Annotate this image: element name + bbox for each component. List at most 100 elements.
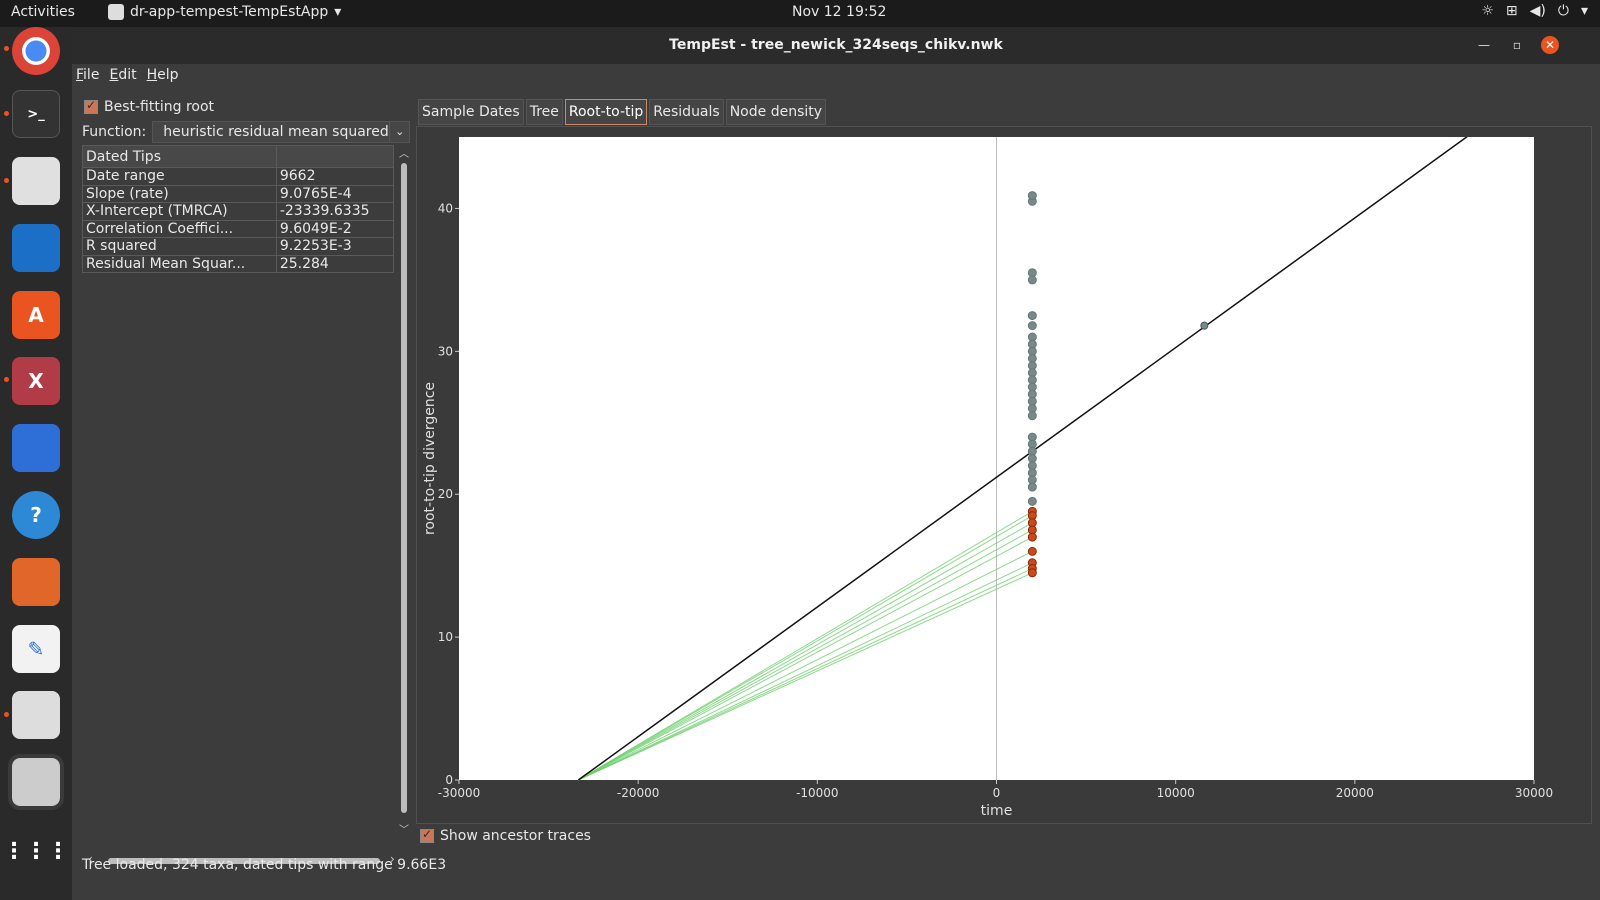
app-menu-label: dr-app-tempest-TempEstApp bbox=[130, 4, 329, 20]
app-menu[interactable]: dr-app-tempest-TempEstApp ▾ bbox=[108, 4, 341, 20]
y-axis-label: root-to-tip divergence bbox=[422, 382, 438, 535]
best-fitting-root-label: Best-fitting root bbox=[104, 99, 215, 115]
table-row[interactable]: Correlation Coeffici... 9.6049E-2 bbox=[82, 219, 395, 238]
screenshot-icon[interactable] bbox=[12, 424, 60, 472]
writer-icon[interactable] bbox=[12, 224, 60, 272]
scroll-left-icon[interactable]: ‹ bbox=[88, 852, 93, 866]
running-indicator bbox=[4, 712, 9, 717]
vertical-scrollbar[interactable]: ︿ ﹀ bbox=[398, 145, 410, 836]
function-select[interactable]: heuristic residual mean squared ⌄ bbox=[152, 121, 411, 143]
x-axis-label: time bbox=[981, 803, 1013, 819]
horizontal-scroll-thumb[interactable] bbox=[108, 858, 380, 864]
stat-value: -23339.6335 bbox=[275, 202, 395, 221]
software-center-icon[interactable]: A bbox=[12, 291, 60, 339]
ancestor-traces-label: Show ancestor traces bbox=[440, 828, 591, 844]
show-apps-icon[interactable]: ⋮⋮⋮ bbox=[3, 838, 69, 864]
chevron-down-icon: ⌄ bbox=[389, 122, 409, 142]
x-tick-label: 30000 bbox=[1515, 786, 1553, 800]
stat-value: 9.6049E-2 bbox=[275, 219, 395, 238]
table-row[interactable]: R squared 9.2253E-3 bbox=[82, 237, 395, 256]
stats-table: Dated Tips Date range 9662 Slope (rate) 9.… bbox=[82, 145, 395, 273]
ancestor-trace bbox=[578, 572, 1033, 781]
y-tick-label: 0 bbox=[445, 773, 453, 787]
close-button[interactable]: ✕ bbox=[1541, 36, 1559, 54]
x-tick-label: -20000 bbox=[617, 786, 660, 800]
status-bar: Tree loaded, 324 taxa, dated tips with r… bbox=[82, 857, 447, 873]
stat-value: 9.0765E-4 bbox=[275, 184, 395, 203]
vertical-scroll-thumb[interactable] bbox=[401, 163, 407, 813]
table-row[interactable]: Residual Mean Squar... 25.284 bbox=[82, 254, 395, 273]
data-point bbox=[1027, 411, 1037, 421]
stat-value: 9.2253E-3 bbox=[275, 237, 395, 256]
table-header[interactable]: Dated Tips bbox=[82, 145, 277, 168]
data-point bbox=[1027, 496, 1037, 506]
stat-key: Date range bbox=[82, 167, 277, 186]
menu-edit[interactable]: Edit bbox=[109, 67, 137, 83]
activities-button[interactable]: Activities bbox=[11, 4, 75, 20]
x-tick-label: -10000 bbox=[796, 786, 839, 800]
data-point-selected bbox=[1027, 532, 1037, 542]
menu-bar: File Edit Help bbox=[72, 64, 1600, 87]
root-to-tip-chart[interactable]: -30000 -20000 -10000 0 10000 20000 30000 0 10 20 3… bbox=[417, 127, 1591, 823]
best-fitting-root-row[interactable]: Best-fitting root bbox=[84, 98, 215, 115]
tab-root-to-tip[interactable]: Root-to-tip bbox=[564, 99, 648, 125]
table-header-row: Dated Tips bbox=[82, 145, 395, 168]
stat-value: 25.284 bbox=[275, 254, 395, 273]
top-bar: Activities dr-app-tempest-TempEstApp ▾ N… bbox=[0, 0, 1600, 27]
menu-help[interactable]: Help bbox=[146, 67, 179, 83]
title-bar[interactable]: TempEst - tree_newick_324seqs_chikv.nwk … bbox=[72, 27, 1600, 64]
menu-file[interactable]: File bbox=[76, 67, 100, 83]
ancestor-trace bbox=[578, 562, 1033, 781]
dock: >_ A X ? ✎ ⋮⋮⋮ bbox=[0, 27, 72, 900]
xmind-icon[interactable]: X bbox=[12, 357, 60, 405]
tab-sample-dates[interactable]: Sample Dates bbox=[418, 99, 524, 125]
ancestor-trace bbox=[578, 510, 1033, 781]
tab-node-density[interactable]: Node density bbox=[725, 99, 827, 125]
scroll-up-icon[interactable]: ︿ bbox=[399, 149, 409, 160]
ancestor-traces-row[interactable]: Show ancestor traces bbox=[420, 827, 591, 844]
chevron-down-icon: ▾ bbox=[334, 4, 342, 20]
table-row[interactable]: X-Intercept (TMRCA) -23339.6335 bbox=[82, 202, 395, 221]
running-indicator bbox=[4, 111, 9, 116]
terminal-icon[interactable]: >_ bbox=[12, 90, 60, 138]
impress-icon[interactable] bbox=[12, 558, 60, 606]
tab-tree[interactable]: Tree bbox=[525, 99, 563, 125]
table-row[interactable]: Slope (rate) 9.0765E-4 bbox=[82, 184, 395, 203]
data-point bbox=[1200, 321, 1209, 330]
java-app-active-icon[interactable] bbox=[8, 754, 64, 810]
x-tick-label: -30000 bbox=[438, 786, 481, 800]
y-tick-label: 30 bbox=[438, 344, 453, 358]
chrome-icon[interactable] bbox=[12, 27, 60, 75]
maximize-button[interactable]: ▫ bbox=[1512, 38, 1522, 52]
regression-line bbox=[577, 137, 1468, 780]
y-tick-label: 10 bbox=[438, 630, 453, 644]
scroll-right-icon[interactable]: › bbox=[390, 852, 395, 866]
files-icon[interactable] bbox=[12, 157, 60, 205]
data-point bbox=[1027, 482, 1037, 492]
text-editor-icon[interactable]: ✎ bbox=[12, 625, 60, 673]
ancestor-trace bbox=[578, 550, 1033, 781]
clock[interactable]: Nov 12 19:52 bbox=[792, 4, 887, 20]
java-app-icon[interactable] bbox=[12, 691, 60, 739]
ancestor-trace bbox=[578, 568, 1033, 781]
window-title: TempEst - tree_newick_324seqs_chikv.nwk bbox=[669, 37, 1003, 53]
best-fitting-root-checkbox[interactable] bbox=[84, 98, 98, 114]
help-icon[interactable]: ? bbox=[12, 491, 60, 539]
ancestor-trace bbox=[578, 515, 1033, 781]
table-row[interactable]: Date range 9662 bbox=[82, 167, 395, 186]
data-point-selected bbox=[1027, 546, 1037, 556]
running-indicator bbox=[4, 377, 9, 382]
x-tick-label: 20000 bbox=[1336, 786, 1374, 800]
function-row: Function: heuristic residual mean square… bbox=[82, 121, 411, 143]
scroll-down-icon[interactable]: ﹀ bbox=[399, 825, 409, 836]
tab-residuals[interactable]: Residuals bbox=[649, 99, 724, 125]
x-tick-label: 0 bbox=[993, 786, 1001, 800]
tempest-window: TempEst - tree_newick_324seqs_chikv.nwk … bbox=[72, 27, 1600, 900]
horizontal-scrollbar[interactable]: ‹ › bbox=[88, 852, 398, 867]
y-tick-label: 40 bbox=[438, 201, 453, 215]
data-point bbox=[1027, 311, 1037, 321]
table-header[interactable] bbox=[275, 145, 395, 168]
ancestor-traces-checkbox[interactable] bbox=[420, 827, 434, 843]
system-tray[interactable]: ☼ ⊞ ◀) ⏻ ▾ bbox=[1481, 3, 1588, 19]
minimize-button[interactable]: — bbox=[1478, 38, 1490, 52]
